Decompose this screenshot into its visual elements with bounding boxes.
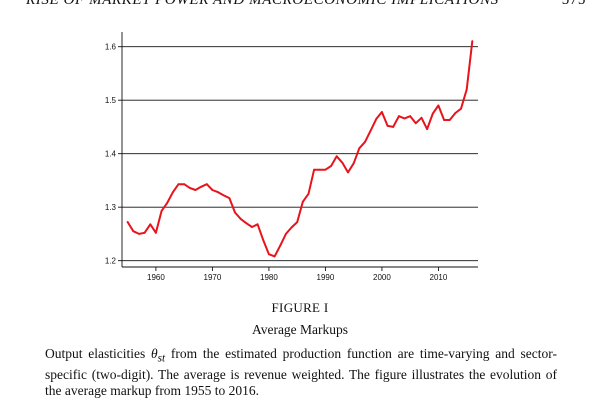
data-point-2003 xyxy=(398,115,400,118)
data-point-1970 xyxy=(211,189,214,191)
data-point-1988 xyxy=(313,168,315,171)
figure-caption: Output elasticities θst from the estimat… xyxy=(45,346,557,398)
figure-label: FIGURE I xyxy=(271,300,329,315)
axes: 1.2 1.3 1.4 1.5 1.6 1960 1970 1980 1990 2000 2010 xyxy=(105,32,478,282)
caption-body: from the estimated production function a… xyxy=(45,346,557,398)
y-tick-label: 1.3 xyxy=(105,203,117,212)
x-tick-label: 1990 xyxy=(317,273,335,282)
y-tick-label: 1.5 xyxy=(105,96,117,105)
data-point-1974 xyxy=(234,211,236,214)
running-header: RISE OF MARKET POWER AND MACROECONOMIC I… xyxy=(0,0,600,12)
data-point-1994 xyxy=(347,171,349,174)
data-point-1972 xyxy=(222,194,225,197)
data-point-1968 xyxy=(200,185,203,188)
data-point-2011 xyxy=(443,119,445,121)
data-point-1999 xyxy=(375,118,378,120)
data-point-1964 xyxy=(177,183,180,186)
data-point-1981 xyxy=(273,255,276,258)
data-point-1969 xyxy=(205,183,208,186)
data-point-2002 xyxy=(392,126,395,128)
data-point-2006 xyxy=(414,122,417,125)
data-point-1958 xyxy=(143,231,146,234)
x-tick-label: 2000 xyxy=(373,273,391,282)
data-point-1980 xyxy=(268,253,270,256)
x-tick-label: 2010 xyxy=(430,273,448,282)
theta-subscript: st xyxy=(157,352,166,365)
y-tick-label: 1.2 xyxy=(105,257,117,266)
data-point-1973 xyxy=(228,197,231,200)
markup-line-chart: 1.2 1.3 1.4 1.5 1.6 1960 1970 1980 1990 2000 2010 xyxy=(105,32,478,282)
data-point-1986 xyxy=(301,200,304,203)
data-point-1989 xyxy=(318,168,321,171)
data-point-1960 xyxy=(155,231,157,234)
data-point-2007 xyxy=(420,116,423,119)
data-point-1984 xyxy=(290,226,293,229)
data-point-2015 xyxy=(465,88,468,91)
data-point-1997 xyxy=(364,141,366,143)
data-point-1995 xyxy=(352,162,355,165)
data-point-2004 xyxy=(403,117,406,120)
theta-glyph: θ xyxy=(150,346,158,361)
data-point-1957 xyxy=(138,233,140,235)
data-point-1992 xyxy=(335,155,338,158)
data-point-1959 xyxy=(149,223,152,226)
markup-series-line xyxy=(126,40,474,258)
y-tick-label: 1.6 xyxy=(105,43,117,52)
x-tick-label: 1980 xyxy=(260,273,278,282)
data-point-2016 xyxy=(471,40,474,43)
y-tick-label: 1.4 xyxy=(105,150,117,159)
data-point-2014 xyxy=(460,107,462,110)
data-point-2013 xyxy=(454,112,457,114)
data-point-2009 xyxy=(431,112,434,115)
data-point-1993 xyxy=(341,161,344,164)
caption-lead: Output elasticities xyxy=(45,346,151,361)
data-point-1982 xyxy=(279,244,282,247)
running-header-title: RISE OF MARKET POWER AND MACROECONOMIC I… xyxy=(26,0,499,8)
data-point-2000 xyxy=(381,111,383,113)
page-number: 575 xyxy=(561,0,586,8)
data-point-1990 xyxy=(324,168,327,171)
data-point-1965 xyxy=(183,183,186,186)
figure-title: Average Markups xyxy=(251,322,349,337)
data-point-2005 xyxy=(409,115,412,118)
data-point-1961 xyxy=(160,210,163,212)
data-point-1978 xyxy=(256,223,259,226)
data-point-1979 xyxy=(262,239,265,242)
data-point-2001 xyxy=(386,125,389,127)
gridlines xyxy=(122,46,478,262)
data-point-1998 xyxy=(369,129,372,132)
data-point-1971 xyxy=(217,191,220,194)
data-point-1996 xyxy=(358,147,361,150)
data-point-1963 xyxy=(172,191,174,194)
series-layer xyxy=(126,40,474,258)
data-point-1975 xyxy=(239,218,242,220)
data-point-2010 xyxy=(437,104,440,107)
theta-symbol: θst xyxy=(150,346,165,365)
data-point-1977 xyxy=(251,226,253,228)
data-point-1967 xyxy=(194,189,197,191)
data-point-1956 xyxy=(132,230,135,233)
data-point-1987 xyxy=(307,192,310,195)
data-point-1976 xyxy=(245,222,248,225)
x-tick-label: 1960 xyxy=(147,273,165,282)
data-point-1983 xyxy=(285,233,287,235)
x-tick-label: 1970 xyxy=(204,273,222,282)
data-point-2008 xyxy=(426,128,428,131)
data-point-1955 xyxy=(126,221,129,224)
data-point-1991 xyxy=(330,165,332,167)
data-point-1962 xyxy=(166,202,169,204)
data-point-1966 xyxy=(188,187,191,189)
data-point-2012 xyxy=(448,119,451,121)
data-point-1985 xyxy=(296,221,299,224)
